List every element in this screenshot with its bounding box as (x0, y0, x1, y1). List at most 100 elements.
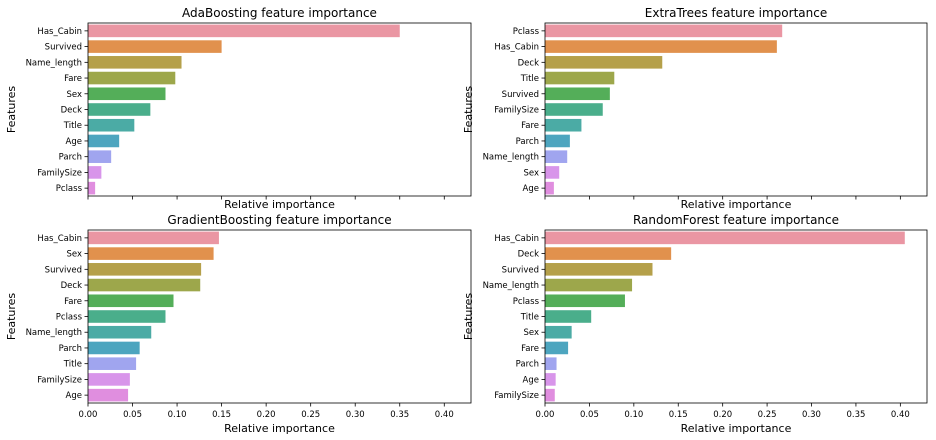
y-tick-label: Age (66, 137, 82, 147)
bar-fare (545, 118, 582, 132)
bar-fare (545, 341, 569, 355)
y-tick-label: Parch (516, 137, 539, 147)
y-tick-label: Sex (66, 90, 82, 100)
x-axis-label: Relative importance (681, 422, 792, 435)
chart-title: AdaBoosting feature importance (182, 6, 377, 20)
bar-sex (545, 166, 560, 179)
y-tick-label: Survived (45, 265, 82, 275)
y-tick-label: Sex (66, 250, 82, 260)
y-tick-label: Deck (518, 58, 539, 68)
x-axis-label: Relative importance (224, 422, 335, 435)
chart-panel-3: Has_Cabin Sex Survived Deck Fare Pclass Name_l… (5, 213, 472, 435)
bar-name-length (545, 150, 568, 163)
bar-title (88, 357, 137, 370)
bar-parch (88, 341, 140, 355)
bar-deck (545, 247, 672, 260)
bar-name-length (88, 56, 182, 69)
x-axis-label: Relative importance (681, 198, 792, 211)
x-tick-label: 0.15 (669, 410, 688, 420)
chart-panel-2: Pclass Has_Cabin Deck Title Survived FamilySi… (462, 6, 928, 211)
bar-survived (545, 87, 610, 101)
x-tick-label: 0.00 (536, 410, 555, 420)
y-tick-label: Sex (523, 328, 539, 338)
y-tick-label: Title (63, 121, 82, 131)
y-axis-label: Features (5, 86, 18, 134)
y-tick-label: Fare (521, 344, 539, 354)
chart-panel-4: Has_Cabin Deck Survived Name_length Pclass Ti… (462, 213, 928, 435)
y-tick-label: FamilySize (37, 375, 82, 385)
chart-panel-1: Has_Cabin Survived Name_length Fare Sex Deck T… (5, 6, 472, 211)
x-axis-label: Relative importance (224, 198, 335, 211)
y-tick-label: Title (520, 74, 539, 84)
bar-fare (88, 294, 174, 308)
y-tick-label: FamilySize (494, 391, 539, 401)
y-tick-label: Sex (523, 168, 539, 178)
bar-title (88, 118, 135, 132)
bar-pclass (545, 294, 625, 308)
y-tick-label: Name_length (483, 153, 539, 163)
y-tick-label: Parch (59, 153, 82, 163)
y-tick-label: Survived (502, 90, 539, 100)
x-tick-label: 0.35 (846, 410, 865, 420)
bar-age (88, 388, 129, 402)
x-tick-label: 0.20 (713, 410, 732, 420)
y-tick-label: Title (520, 313, 539, 323)
x-tick-label: 0.10 (624, 410, 643, 420)
bar-parch (545, 134, 570, 148)
bar-survived (545, 263, 653, 276)
bar-survived (88, 40, 222, 53)
y-tick-label: Has_Cabin (494, 43, 539, 53)
x-tick-label: 0.30 (802, 410, 821, 420)
bar-sex (88, 247, 214, 260)
y-tick-label: Deck (518, 250, 539, 260)
x-tick-label: 0.30 (346, 410, 365, 420)
y-axis-label: Features (462, 293, 475, 341)
bar-deck (88, 103, 151, 116)
y-tick-label: Has_Cabin (37, 27, 82, 37)
y-tick-label: FamilySize (494, 106, 539, 116)
bar-familysize (88, 373, 130, 386)
bar-title (545, 71, 615, 85)
bar-age (545, 181, 554, 195)
bar-parch (545, 357, 557, 370)
y-tick-label: Parch (516, 360, 539, 370)
bar-has-cabin (545, 40, 777, 53)
x-tick-label: 0.40 (435, 410, 454, 420)
y-tick-label: Pclass (56, 313, 83, 323)
x-tick-label: 0.40 (891, 410, 910, 420)
y-tick-label: Age (523, 184, 539, 194)
bar-deck (88, 278, 201, 292)
bar-pclass (545, 24, 783, 38)
bar-name-length (88, 325, 152, 339)
bar-sex (545, 325, 572, 339)
x-tick-label: 0.05 (580, 410, 599, 420)
chart-title: RandomForest feature importance (633, 213, 839, 227)
x-tick-label: 0.35 (390, 410, 409, 420)
y-tick-label: Survived (502, 265, 539, 275)
y-tick-label: Survived (45, 43, 82, 53)
y-tick-label: Age (66, 391, 82, 401)
x-tick-label: 0.10 (168, 410, 187, 420)
y-tick-label: Has_Cabin (494, 234, 539, 244)
bar-familysize (88, 166, 102, 179)
bar-parch (88, 150, 112, 163)
bar-deck (545, 56, 663, 69)
x-tick-label: 0.25 (301, 410, 320, 420)
y-tick-label: Age (523, 375, 539, 385)
bar-title (545, 310, 592, 323)
y-axis-label: Features (5, 293, 18, 341)
x-tick-label: 0.00 (79, 410, 98, 420)
x-tick-label: 0.05 (123, 410, 142, 420)
x-tick-label: 0.25 (758, 410, 777, 420)
y-tick-label: Name_length (26, 58, 82, 68)
y-axis-label: Features (462, 86, 475, 134)
y-tick-label: Title (63, 360, 82, 370)
bar-pclass (88, 310, 166, 323)
bar-has-cabin (88, 231, 219, 245)
y-tick-label: Pclass (513, 27, 540, 37)
bar-pclass (88, 181, 96, 195)
bar-sex (88, 87, 166, 101)
bar-age (88, 134, 120, 148)
y-tick-label: Fare (521, 121, 539, 131)
bar-age (545, 373, 556, 386)
